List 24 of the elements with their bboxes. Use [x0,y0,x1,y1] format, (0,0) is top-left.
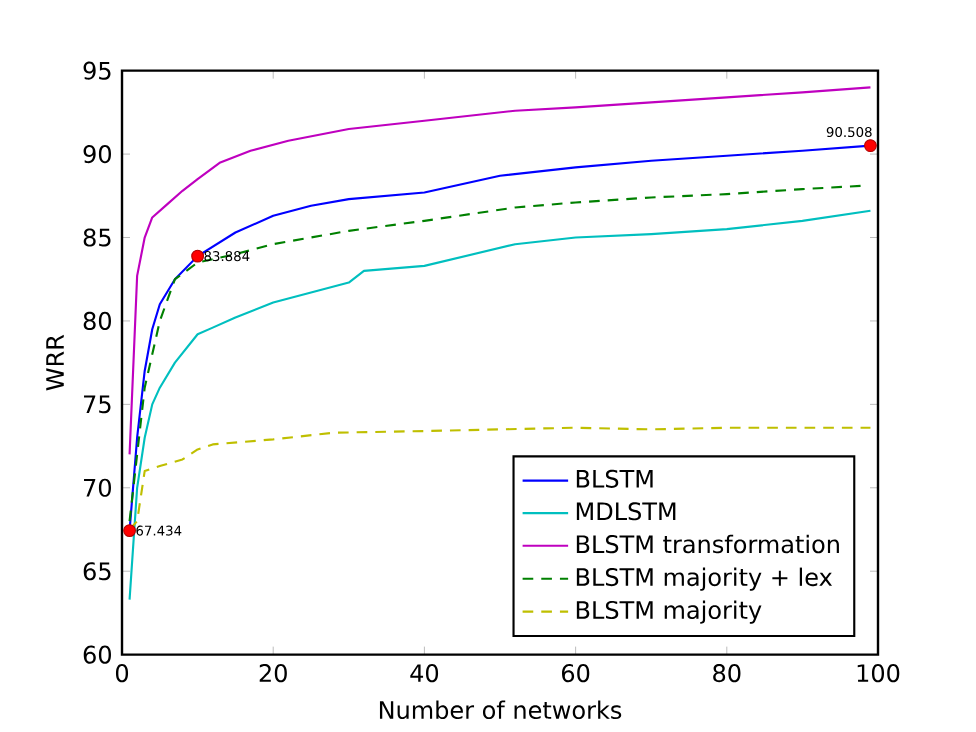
legend-label: BLSTM majority [576,600,762,624]
y-tick-label: 95 [83,61,111,80]
x-tick-label: 0 [115,664,129,683]
y-tick-label: 75 [84,395,111,414]
legend-label: BLSTM transformation [576,534,839,554]
x-tick-label: 60 [562,664,590,683]
legend-label: MDLSTM [576,502,676,521]
y-axis-title: WRR [46,334,64,391]
line-series [128,209,872,601]
y-tick-label: 65 [83,562,111,581]
x-tick-label: 40 [410,664,439,683]
y-tick-label: 60 [83,645,111,664]
legend-label: BLSTM [576,469,653,488]
legend-label: BLSTM majority + lex [576,567,833,591]
x-axis-title: Number of networks [379,700,622,720]
line-series [128,184,864,523]
y-tick-label: 70 [84,478,111,497]
x-tick-label: 80 [713,664,741,683]
x-tick-label: 20 [259,664,287,683]
line-series [128,86,872,456]
y-tick-label: 90 [83,145,111,164]
y-tick-label: 85 [83,228,111,247]
x-tick-label: 100 [857,664,900,683]
y-tick-label: 80 [83,311,111,331]
